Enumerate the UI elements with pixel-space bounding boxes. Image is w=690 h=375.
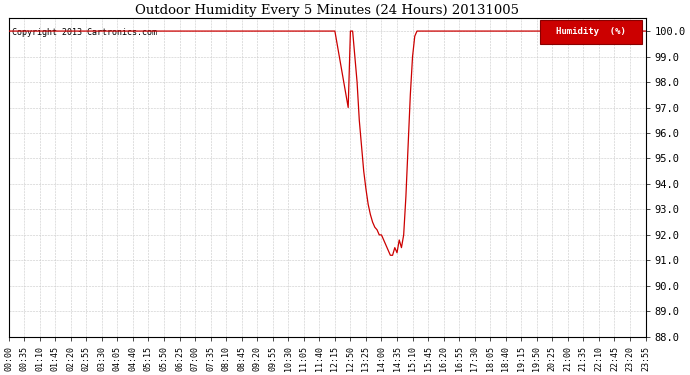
Text: Copyright 2013 Cartronics.com: Copyright 2013 Cartronics.com — [12, 28, 157, 37]
Text: Humidity  (%): Humidity (%) — [556, 27, 627, 36]
FancyBboxPatch shape — [540, 20, 642, 44]
Title: Outdoor Humidity Every 5 Minutes (24 Hours) 20131005: Outdoor Humidity Every 5 Minutes (24 Hou… — [135, 4, 519, 17]
